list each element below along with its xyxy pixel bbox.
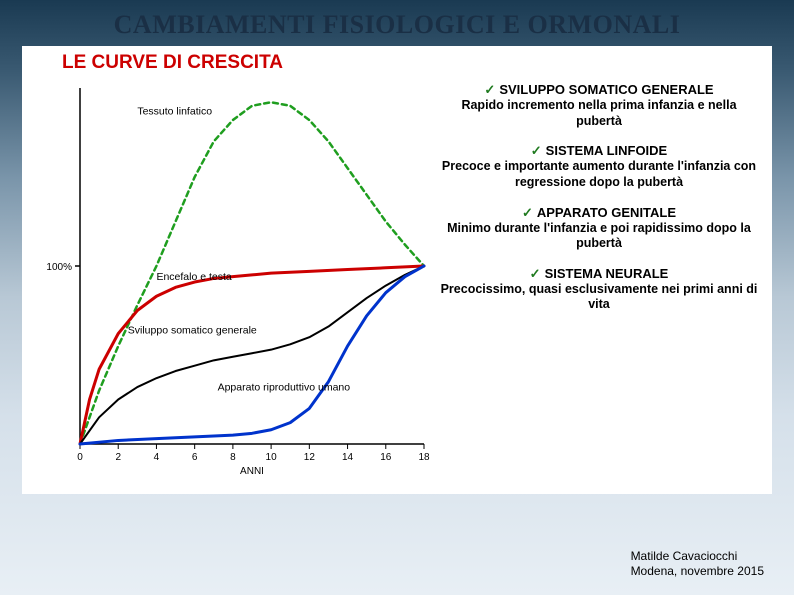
footer-location-date: Modena, novembre 2015 <box>631 564 764 579</box>
series-sviluppo-somatico-generale <box>80 266 424 444</box>
check-icon: ✓ <box>531 143 542 158</box>
block-desc: Precoce e importante aumento durante l'i… <box>440 159 758 190</box>
svg-text:0: 0 <box>77 452 83 463</box>
svg-text:8: 8 <box>230 452 236 463</box>
svg-text:Tessuto linfatico: Tessuto linfatico <box>137 106 212 118</box>
content-row: 100% 0 2 4 6 8 10 12 14 16 18 ANNI Tessuto linfatico… <box>32 78 762 478</box>
svg-text:ANNI: ANNI <box>240 466 264 477</box>
growth-chart: 100% 0 2 4 6 8 10 12 14 16 18 ANNI Tessuto linfatico… <box>32 78 432 478</box>
svg-text:18: 18 <box>418 452 430 463</box>
svg-text:4: 4 <box>154 452 160 463</box>
series-encefalo-e-testa <box>80 266 424 444</box>
svg-text:16: 16 <box>380 452 392 463</box>
svg-text:Encefalo e testa: Encefalo e testa <box>156 271 231 283</box>
description-block: ✓ SISTEMA LINFOIDEPrecoce e importante au… <box>440 143 758 190</box>
description-block: ✓ SISTEMA NEURALEPrecocissimo, quasi escl… <box>440 266 758 313</box>
block-desc: Rapido incremento nella prima infanzia e… <box>440 98 758 129</box>
block-heading-text: SISTEMA LINFOIDE <box>546 143 668 158</box>
slide-title: CAMBIAMENTI FISIOLOGICI E ORMONALI <box>114 10 681 40</box>
content-panel: LE CURVE DI CRESCITA 100% 0 2 4 6 8 10 12 14 16 18… <box>22 46 772 494</box>
series-apparato-riproduttivo-umano <box>80 266 424 444</box>
svg-text:2: 2 <box>115 452 121 463</box>
svg-text:10: 10 <box>266 452 278 463</box>
svg-text:Apparato riproduttivo umano: Apparato riproduttivo umano <box>218 382 351 394</box>
block-heading: ✓ APPARATO GENITALE <box>440 205 758 221</box>
block-heading: ✓ SVILUPPO SOMATICO GENERALE <box>440 82 758 98</box>
svg-text:14: 14 <box>342 452 354 463</box>
block-heading: ✓ SISTEMA LINFOIDE <box>440 143 758 159</box>
chart-svg: 100% 0 2 4 6 8 10 12 14 16 18 ANNI Tessuto linfatico… <box>32 78 432 478</box>
svg-text:Sviluppo somatico generale: Sviluppo somatico generale <box>128 325 257 337</box>
block-heading-text: APPARATO GENITALE <box>537 205 676 220</box>
check-icon: ✓ <box>484 82 495 97</box>
block-desc: Minimo durante l'infanzia e poi rapidiss… <box>440 221 758 252</box>
footer-author: Matilde Cavaciocchi <box>631 549 764 564</box>
check-icon: ✓ <box>522 205 533 220</box>
svg-text:100%: 100% <box>46 262 72 273</box>
svg-text:12: 12 <box>304 452 316 463</box>
check-icon: ✓ <box>530 266 541 281</box>
block-heading: ✓ SISTEMA NEURALE <box>440 266 758 282</box>
description-block: ✓ SVILUPPO SOMATICO GENERALERapido increm… <box>440 82 758 129</box>
descriptions-column: ✓ SVILUPPO SOMATICO GENERALERapido increm… <box>432 78 762 478</box>
description-block: ✓ APPARATO GENITALEMinimo durante l'infan… <box>440 205 758 252</box>
subtitle: LE CURVE DI CRESCITA <box>62 52 762 74</box>
block-desc: Precocissimo, quasi esclusivamente nei p… <box>440 282 758 313</box>
block-heading-text: SISTEMA NEURALE <box>545 266 669 281</box>
block-heading-text: SVILUPPO SOMATICO GENERALE <box>499 82 713 97</box>
svg-text:6: 6 <box>192 452 198 463</box>
footer: Matilde Cavaciocchi Modena, novembre 201… <box>631 549 764 579</box>
